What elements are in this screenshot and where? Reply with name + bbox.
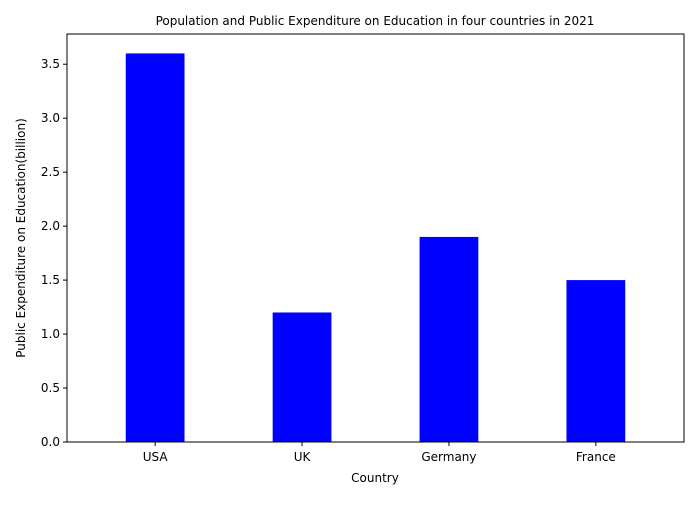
bar-uk — [272, 312, 332, 442]
bar-france — [566, 280, 626, 442]
x-axis-label: Country — [351, 471, 399, 485]
y-tick-label: 1.0 — [41, 327, 60, 341]
bar-germany — [419, 236, 479, 442]
bar-usa — [125, 53, 185, 443]
y-tick-label: 3.0 — [41, 111, 60, 125]
y-axis-ticks: 0.0 0.5 1.0 1.5 2.0 2.5 3.0 3.5 — [41, 57, 67, 449]
x-tick-label: USA — [143, 450, 169, 464]
y-tick-label: 2.0 — [41, 219, 60, 233]
y-tick-label: 2.5 — [41, 165, 60, 179]
y-tick-label: 3.5 — [41, 57, 60, 71]
x-tick-label: Germany — [421, 450, 476, 464]
x-axis-ticks: USA UK Germany France — [143, 442, 616, 464]
y-tick-label: 0.5 — [41, 381, 60, 395]
chart-title: Population and Public Expenditure on Edu… — [156, 14, 595, 28]
y-tick-label: 0.0 — [41, 435, 60, 449]
x-tick-label: UK — [294, 450, 312, 464]
y-axis-label: Public Expenditure on Education(billion) — [14, 118, 28, 358]
bars — [125, 53, 626, 443]
x-tick-label: France — [576, 450, 616, 464]
y-tick-label: 1.5 — [41, 273, 60, 287]
plot-frame — [66, 33, 685, 443]
